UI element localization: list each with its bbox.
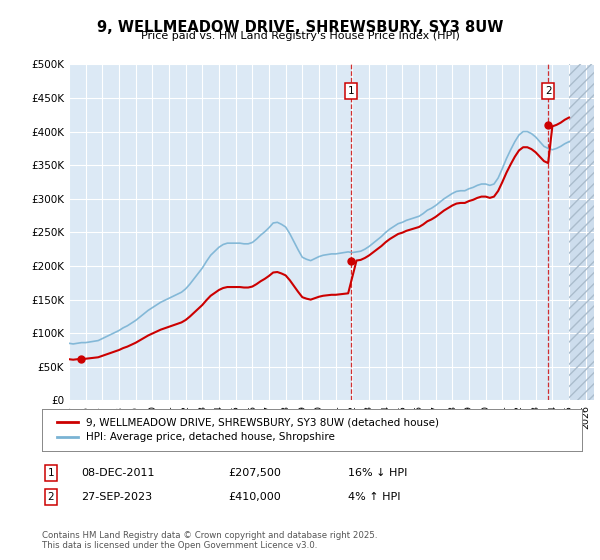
- Text: 1: 1: [47, 468, 55, 478]
- Bar: [569, 64, 594, 400]
- Text: Price paid vs. HM Land Registry's House Price Index (HPI): Price paid vs. HM Land Registry's House …: [140, 31, 460, 41]
- Text: 27-SEP-2023: 27-SEP-2023: [81, 492, 152, 502]
- Text: 16% ↓ HPI: 16% ↓ HPI: [348, 468, 407, 478]
- Text: Contains HM Land Registry data © Crown copyright and database right 2025.
This d: Contains HM Land Registry data © Crown c…: [42, 531, 377, 550]
- Legend: 9, WELLMEADOW DRIVE, SHREWSBURY, SY3 8UW (detached house), HPI: Average price, d: 9, WELLMEADOW DRIVE, SHREWSBURY, SY3 8UW…: [53, 413, 443, 446]
- Text: 2: 2: [47, 492, 55, 502]
- Text: 2: 2: [545, 86, 551, 96]
- Text: 4% ↑ HPI: 4% ↑ HPI: [348, 492, 401, 502]
- Text: 9, WELLMEADOW DRIVE, SHREWSBURY, SY3 8UW: 9, WELLMEADOW DRIVE, SHREWSBURY, SY3 8UW: [97, 20, 503, 35]
- Text: 1: 1: [347, 86, 355, 96]
- Text: £207,500: £207,500: [228, 468, 281, 478]
- Text: 08-DEC-2011: 08-DEC-2011: [81, 468, 155, 478]
- Text: £410,000: £410,000: [228, 492, 281, 502]
